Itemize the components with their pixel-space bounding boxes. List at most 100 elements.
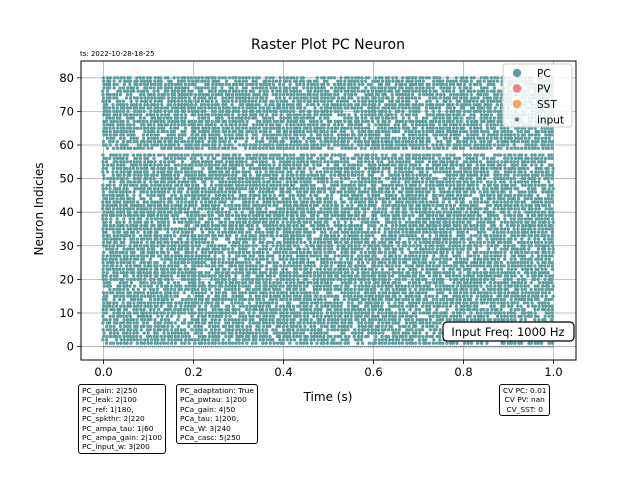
spike-marker: [176, 291, 180, 295]
spike-marker: [298, 220, 302, 224]
spike-marker: [544, 304, 548, 308]
spike-marker: [142, 331, 146, 335]
spike-marker: [536, 234, 540, 238]
spike-marker: [333, 314, 337, 318]
spike-marker: [427, 271, 432, 275]
spike-marker: [407, 301, 412, 305]
spike-marker: [371, 254, 375, 258]
spike-marker: [160, 257, 164, 261]
spike-marker: [148, 297, 153, 302]
spike-marker: [356, 318, 360, 322]
spike-marker: [291, 240, 296, 245]
spike-marker: [350, 240, 354, 245]
spike-marker: [485, 254, 489, 258]
spike-marker: [502, 301, 506, 305]
spike-marker: [268, 284, 272, 288]
spike-marker: [142, 254, 146, 258]
spike-marker: [176, 334, 181, 339]
spike-marker: [422, 284, 426, 288]
spike-marker: [547, 314, 551, 318]
spike-marker: [499, 304, 504, 308]
spike-marker: [268, 297, 272, 302]
spike-marker: [292, 227, 297, 231]
spike-marker: [398, 257, 402, 261]
spike-marker: [329, 281, 333, 285]
spike-marker: [186, 220, 191, 224]
spike-marker: [176, 230, 180, 234]
spike-marker: [482, 277, 487, 282]
spike-marker: [377, 331, 381, 335]
spike-marker: [309, 254, 313, 258]
spike-marker: [101, 314, 105, 318]
spike-marker: [533, 307, 537, 312]
spike-marker: [141, 247, 146, 251]
spike-marker: [139, 223, 143, 228]
spike-marker: [434, 267, 439, 271]
spike-marker: [312, 240, 317, 245]
spike-marker: [186, 297, 190, 302]
spike-marker: [262, 200, 266, 204]
spike-marker: [448, 237, 452, 241]
spike-marker: [251, 237, 255, 241]
spike-marker: [415, 203, 419, 208]
spike-marker: [101, 274, 105, 278]
spike-marker: [122, 220, 126, 224]
spike-marker: [220, 220, 224, 224]
spike-marker: [526, 311, 531, 315]
spike-marker: [458, 281, 462, 285]
spike-marker: [322, 223, 326, 228]
spike-marker: [377, 338, 381, 342]
spike-marker: [458, 291, 463, 295]
spike-marker: [271, 240, 275, 245]
spike-marker: [510, 267, 514, 271]
spike-marker: [152, 223, 156, 228]
spike-marker: [387, 271, 391, 275]
spike-marker: [302, 338, 307, 342]
spike-marker: [119, 240, 124, 245]
spike-marker: [149, 230, 153, 234]
spike-marker: [289, 318, 293, 322]
spike-marker: [485, 341, 489, 345]
spike-marker: [135, 257, 140, 261]
spike-marker: [102, 264, 106, 268]
spike-marker: [509, 297, 513, 302]
spike-marker: [305, 284, 309, 288]
spike-marker: [547, 227, 551, 231]
spike-marker: [124, 250, 129, 255]
spike-marker: [451, 297, 455, 302]
spike-marker: [380, 311, 384, 315]
spike-marker: [109, 213, 113, 218]
spike-marker: [493, 254, 497, 258]
spike-marker: [444, 260, 448, 265]
spike-marker: [360, 230, 364, 234]
spike-marker: [316, 328, 321, 332]
spike-marker: [223, 203, 227, 208]
spike-marker: [329, 274, 333, 278]
spike-marker: [544, 281, 548, 285]
spike-marker: [261, 334, 266, 339]
spike-marker: [292, 217, 296, 221]
spike-marker: [275, 324, 279, 329]
spike-marker: [258, 234, 263, 238]
spike-marker: [128, 207, 132, 211]
spike-marker: [455, 277, 459, 282]
spike-marker: [245, 328, 249, 332]
spike-marker: [346, 291, 351, 295]
spike-marker: [466, 284, 470, 288]
spike-marker: [136, 207, 140, 211]
spike-marker: [483, 267, 487, 271]
spike-marker: [364, 281, 368, 285]
spike-marker: [146, 294, 151, 298]
spike-marker: [315, 257, 320, 261]
spike-marker: [408, 334, 412, 339]
spike-marker: [261, 257, 266, 261]
spike-marker: [138, 244, 143, 248]
spike-marker: [132, 277, 137, 282]
spike-marker: [333, 328, 337, 332]
spike-marker: [362, 307, 367, 312]
spike-marker: [492, 230, 496, 234]
spike-marker: [288, 284, 293, 288]
spike-marker: [292, 291, 296, 295]
spike-marker: [452, 240, 456, 245]
spike-marker: [383, 234, 387, 238]
